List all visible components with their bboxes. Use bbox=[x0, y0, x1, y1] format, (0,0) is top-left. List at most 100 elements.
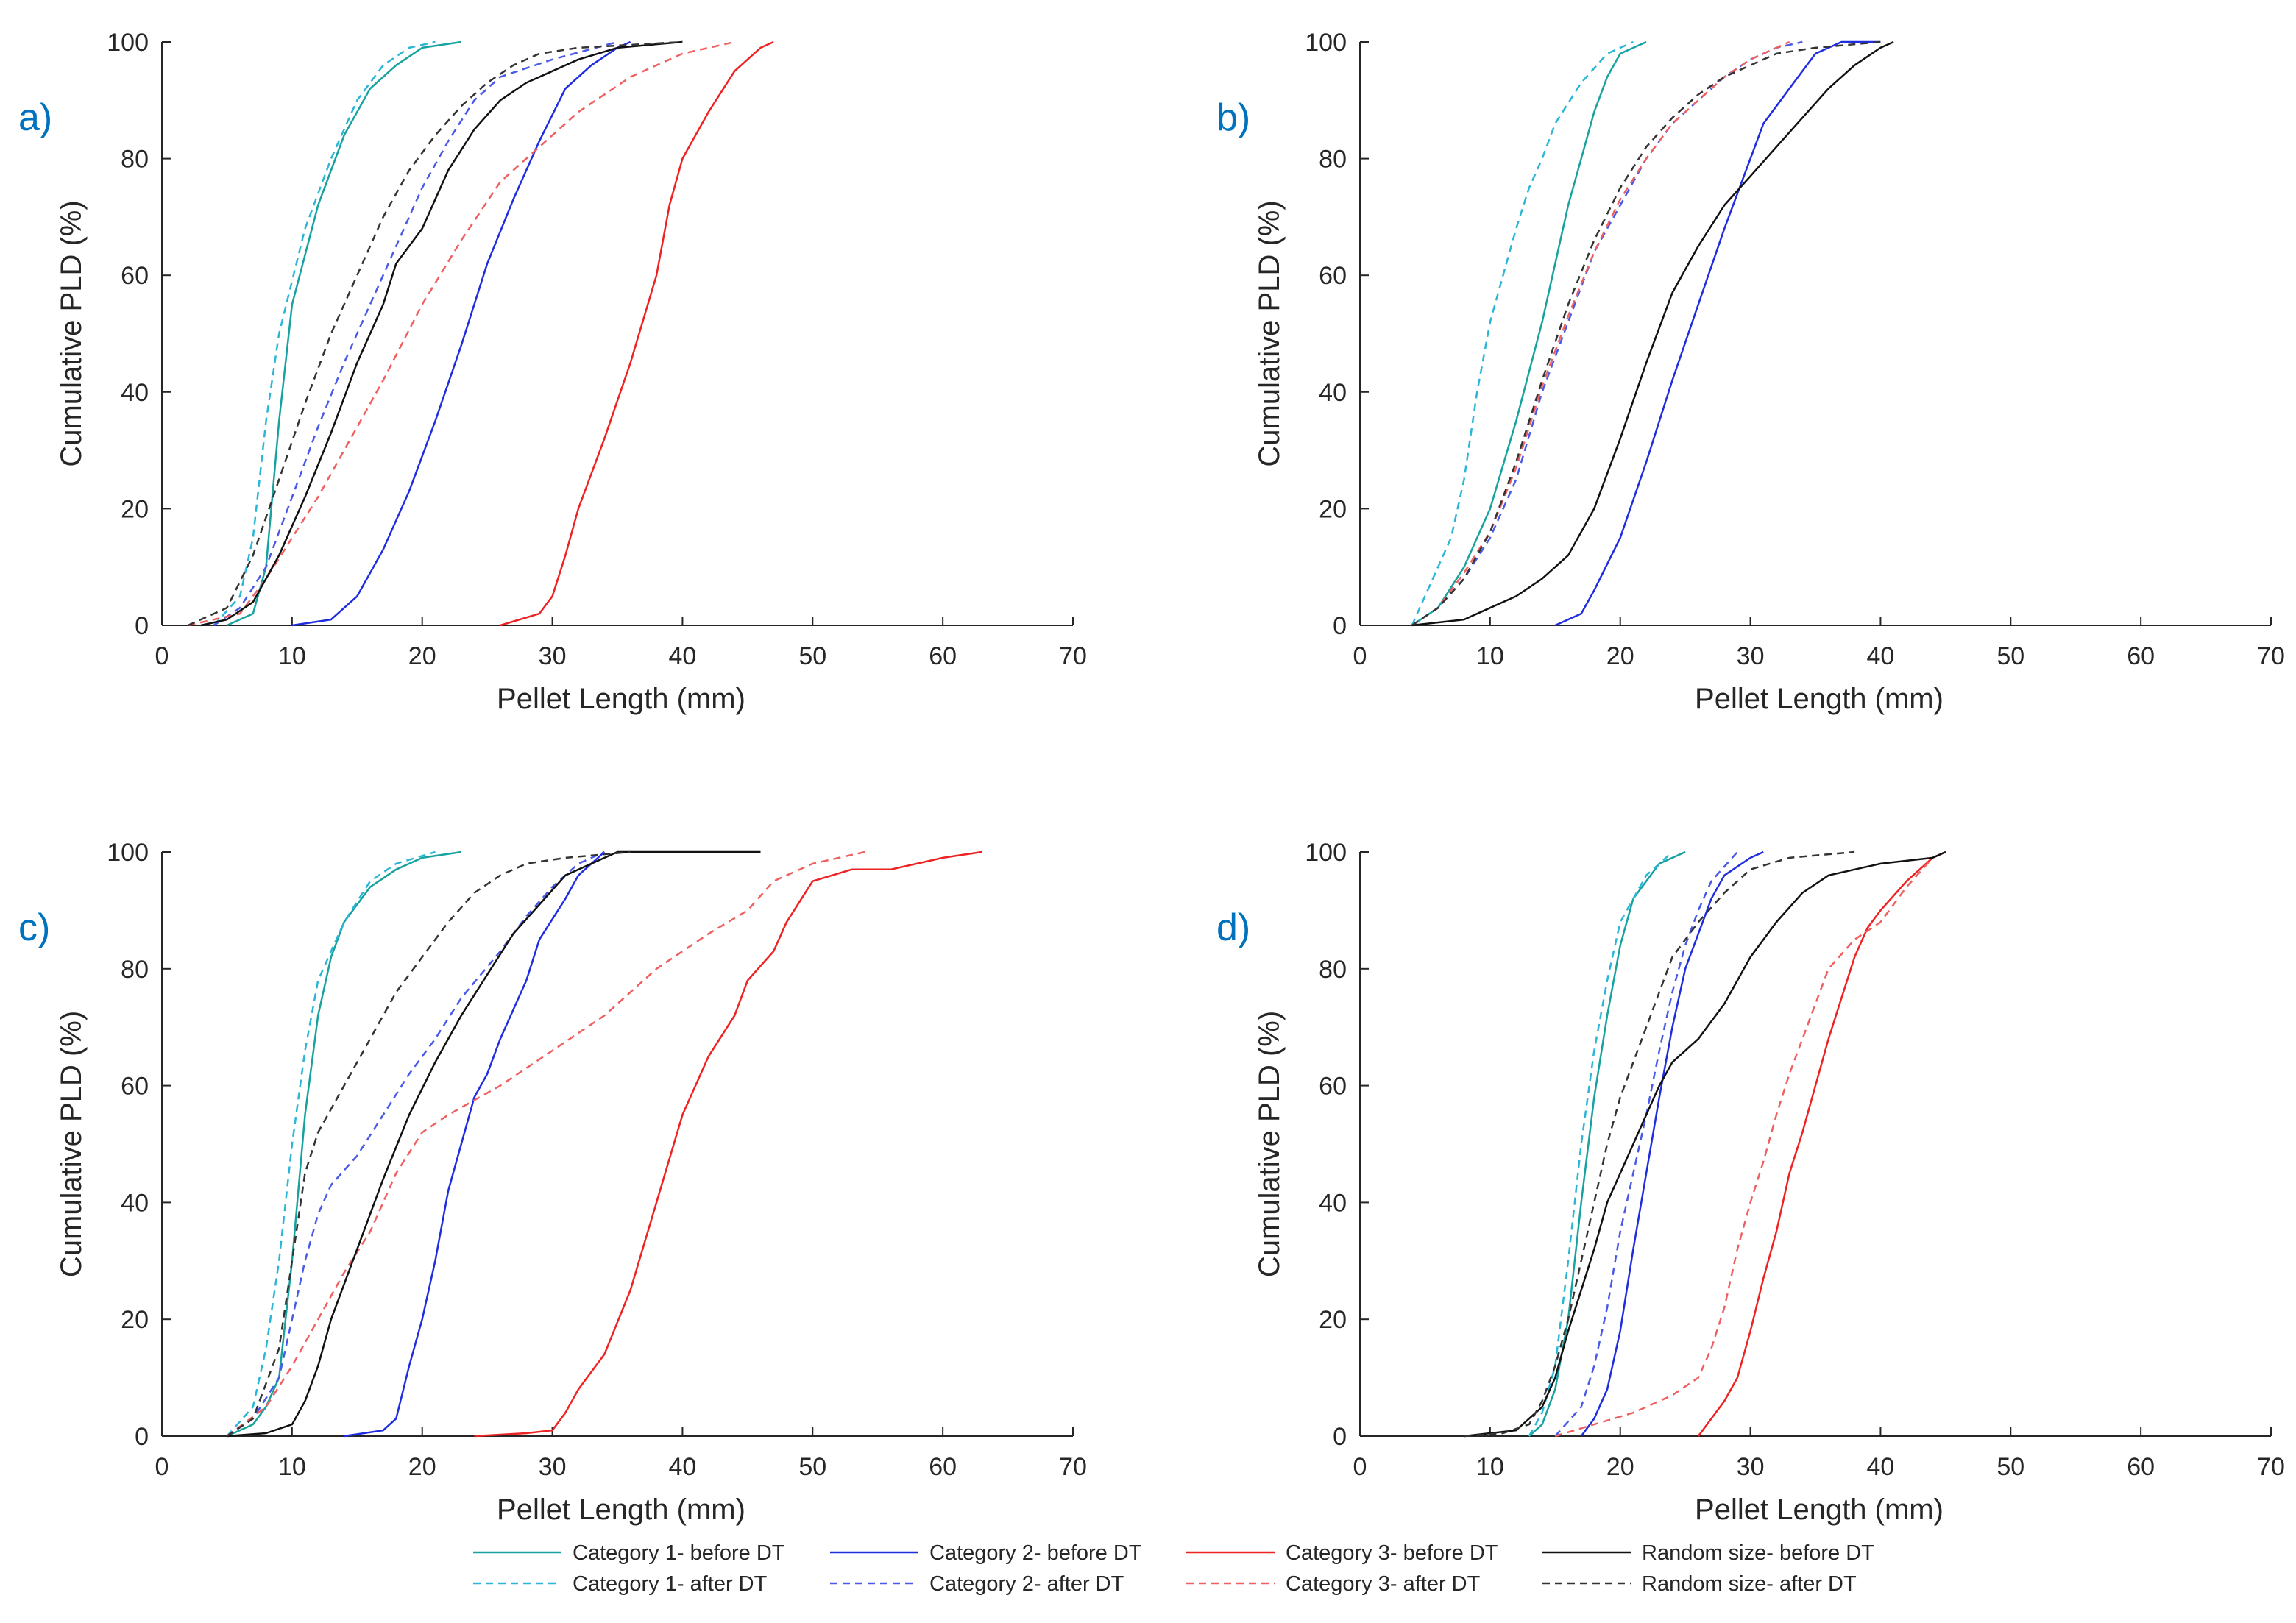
y-tick-label: 40 bbox=[1319, 1189, 1347, 1217]
x-tick-label: 70 bbox=[1059, 642, 1087, 670]
x-axis-label: Pellet Length (mm) bbox=[1695, 683, 1944, 715]
series-line-category-2-before-dt bbox=[1554, 40, 1881, 627]
series-line-random-size-after-dt bbox=[226, 850, 631, 1438]
panel-letter: d) bbox=[1216, 906, 1250, 949]
y-tick-label: 60 bbox=[121, 1073, 149, 1101]
x-tick-label: 10 bbox=[278, 642, 306, 670]
y-tick-label: 40 bbox=[121, 379, 149, 407]
series-line-category-1-after-dt bbox=[226, 850, 436, 1437]
x-tick-label: 50 bbox=[1996, 1453, 2024, 1481]
legend-label: Category 3- after DT bbox=[1286, 1572, 1481, 1596]
y-tick-label: 20 bbox=[121, 1306, 149, 1334]
x-tick-label: 20 bbox=[1606, 1453, 1634, 1481]
y-tick-label: 60 bbox=[1319, 1073, 1347, 1101]
series-line-category-2-after-dt bbox=[213, 40, 618, 627]
y-axis-label: Cumulative PLD (%) bbox=[55, 200, 88, 466]
legend-label: Category 2- after DT bbox=[929, 1572, 1124, 1596]
x-tick-label: 40 bbox=[1867, 642, 1895, 670]
y-tick-label: 60 bbox=[1319, 262, 1347, 290]
x-axis-label: Pellet Length (mm) bbox=[497, 1494, 745, 1526]
series-line-category-2-before-dt bbox=[344, 851, 606, 1438]
series-line-category-3-before-dt bbox=[1697, 850, 1946, 1437]
series-line-category-2-after-dt bbox=[1554, 851, 1738, 1437]
x-tick-label: 60 bbox=[2127, 642, 2155, 670]
series-line-random-size-before-dt bbox=[200, 40, 683, 627]
y-tick-label: 100 bbox=[107, 29, 149, 57]
x-tick-label: 10 bbox=[1476, 1453, 1504, 1481]
y-axis-label: Cumulative PLD (%) bbox=[1253, 1011, 1286, 1277]
chart-panel-d: 0 10 20 30 40 50 60 70 0 20 40 60 80 100 Pellet Length… bbox=[1216, 839, 2285, 1526]
chart-panel-b: 0 10 20 30 40 50 60 70 0 20 40 60 80 100 Pellet Length… bbox=[1216, 29, 2285, 715]
legend-label: Category 2- before DT bbox=[929, 1541, 1142, 1565]
y-axis-label: Cumulative PLD (%) bbox=[55, 1011, 88, 1277]
series-line-category-2-before-dt bbox=[291, 40, 631, 627]
y-tick-label: 100 bbox=[107, 839, 149, 867]
x-tick-label: 20 bbox=[1606, 642, 1634, 670]
x-tick-label: 70 bbox=[2257, 642, 2285, 670]
series-line-category-2-after-dt bbox=[226, 850, 605, 1438]
x-tick-label: 40 bbox=[669, 1453, 697, 1481]
x-axis-label: Pellet Length (mm) bbox=[1695, 1494, 1944, 1526]
series-line-category-1-after-dt bbox=[1411, 40, 1634, 626]
series-line-category-3-before-dt bbox=[500, 40, 774, 627]
x-tick-label: 30 bbox=[539, 1453, 567, 1481]
x-tick-label: 60 bbox=[2127, 1453, 2155, 1481]
x-tick-label: 10 bbox=[1476, 642, 1504, 670]
y-tick-label: 0 bbox=[135, 612, 149, 640]
series-line-category-3-after-dt bbox=[188, 40, 735, 627]
series-line-random-size-after-dt bbox=[1464, 850, 1855, 1438]
x-tick-label: 0 bbox=[155, 1453, 169, 1481]
x-tick-label: 30 bbox=[539, 642, 567, 670]
y-tick-label: 0 bbox=[1333, 612, 1347, 640]
x-tick-label: 20 bbox=[408, 642, 436, 670]
y-tick-label: 20 bbox=[121, 495, 149, 523]
y-tick-label: 0 bbox=[135, 1423, 149, 1451]
series-line-random-size-before-dt bbox=[1411, 40, 1894, 627]
x-tick-label: 70 bbox=[1059, 1453, 1087, 1481]
y-axis-label: Cumulative PLD (%) bbox=[1253, 200, 1286, 466]
y-tick-label: 20 bbox=[1319, 1306, 1347, 1334]
y-tick-label: 80 bbox=[121, 956, 149, 984]
x-tick-label: 0 bbox=[1353, 1453, 1367, 1481]
x-tick-label: 60 bbox=[929, 1453, 957, 1481]
y-tick-label: 0 bbox=[1333, 1423, 1347, 1451]
series-line-random-size-after-dt bbox=[187, 40, 683, 627]
x-tick-label: 70 bbox=[2257, 1453, 2285, 1481]
y-tick-label: 80 bbox=[121, 146, 149, 174]
series-line-random-size-before-dt bbox=[1464, 850, 1946, 1438]
series-line-category-1-before-dt bbox=[226, 40, 461, 627]
panel-letter: c) bbox=[18, 906, 50, 949]
series-line-category-3-after-dt bbox=[1554, 850, 1946, 1438]
y-tick-label: 100 bbox=[1305, 29, 1347, 57]
y-tick-label: 80 bbox=[1319, 146, 1347, 174]
x-tick-label: 20 bbox=[408, 1453, 436, 1481]
series-line-category-3-before-dt bbox=[474, 850, 982, 1438]
x-tick-label: 50 bbox=[798, 1453, 826, 1481]
x-tick-label: 40 bbox=[1867, 1453, 1895, 1481]
y-tick-label: 100 bbox=[1305, 839, 1347, 867]
series-line-random-size-before-dt bbox=[227, 850, 761, 1438]
panel-letter: b) bbox=[1216, 96, 1250, 139]
legend: Category 1- before DT Category 2- before … bbox=[473, 1541, 1874, 1596]
x-tick-label: 0 bbox=[1353, 642, 1367, 670]
series-line-category-1-before-dt bbox=[226, 850, 461, 1438]
series-line-category-1-after-dt bbox=[1528, 851, 1673, 1437]
x-tick-label: 30 bbox=[1737, 642, 1765, 670]
y-tick-label: 40 bbox=[1319, 379, 1347, 407]
panel-letter: a) bbox=[18, 96, 52, 139]
y-tick-label: 40 bbox=[121, 1189, 149, 1217]
x-tick-label: 10 bbox=[278, 1453, 306, 1481]
y-tick-label: 20 bbox=[1319, 495, 1347, 523]
y-tick-label: 60 bbox=[121, 262, 149, 290]
series-line-category-2-before-dt bbox=[1580, 850, 1764, 1437]
legend-label: Category 1- after DT bbox=[573, 1572, 768, 1596]
x-tick-label: 40 bbox=[669, 642, 697, 670]
legend-label: Category 1- before DT bbox=[573, 1541, 785, 1565]
legend-label: Category 3- before DT bbox=[1286, 1541, 1498, 1565]
series-line-random-size-after-dt bbox=[1411, 40, 1881, 627]
chart-panel-a: 0 10 20 30 40 50 60 70 0 20 40 60 80 100 Pellet Length… bbox=[18, 29, 1087, 715]
series-line-category-3-after-dt bbox=[1411, 40, 1790, 627]
legend-label: Random size- before DT bbox=[1642, 1541, 1874, 1565]
legend-label: Random size- after DT bbox=[1642, 1572, 1857, 1596]
